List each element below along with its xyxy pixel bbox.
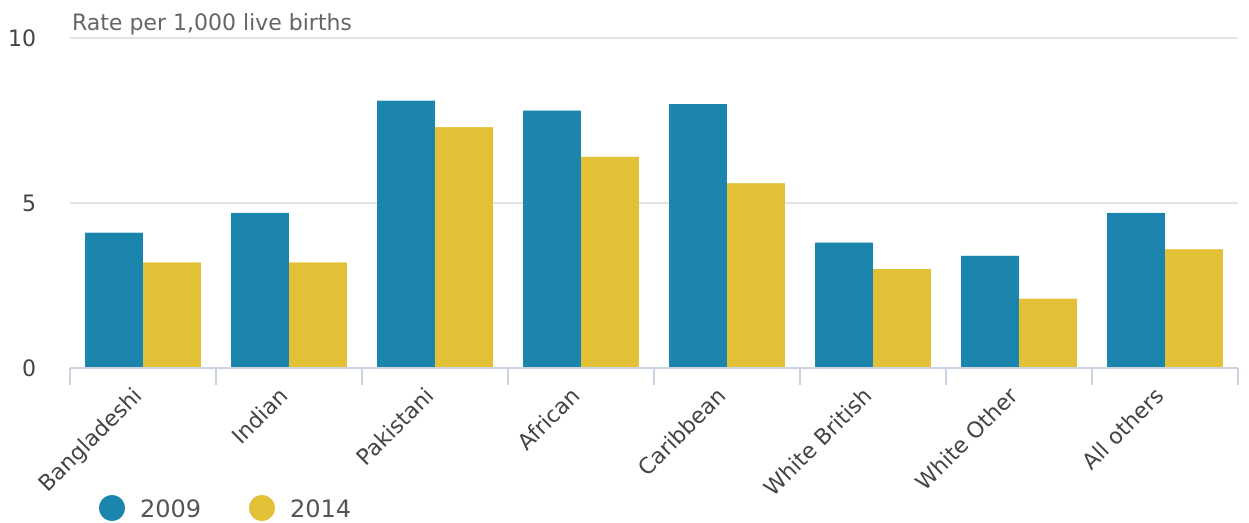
x-tick-label: White Other (911, 383, 1024, 496)
x-tick-label: Pakistani (352, 384, 439, 471)
bar-2009-all-others (1107, 212, 1165, 368)
bar-2014-caribbean (727, 183, 785, 368)
bar-2009-african (523, 110, 581, 368)
legend-label-2009[interactable]: 2009 (140, 495, 201, 523)
x-tick-label: All others (1078, 384, 1169, 475)
x-tick-label: African (513, 384, 585, 456)
gridlines (70, 37, 1238, 204)
legend: 2009 2014 (99, 495, 351, 523)
bar-2014-african (581, 156, 639, 368)
bar-2014-indian (289, 262, 347, 368)
y-tick-label: 10 (8, 27, 36, 52)
legend-swatch-2009 (99, 495, 125, 521)
x-tick-label: White British (760, 384, 878, 502)
legend-swatch-2014 (249, 495, 275, 521)
bar-2009-white-british (815, 242, 873, 368)
x-tick-label: Bangladeshi (34, 384, 147, 497)
bar-2014-all-others (1165, 249, 1223, 368)
bar-2009-white-other (961, 255, 1019, 368)
bar-2014-white-british (873, 269, 931, 368)
x-axis-tick-labels: Bangladeshi Indian Pakistani African Caribbe… (34, 383, 1169, 501)
legend-label-2014[interactable]: 2014 (290, 495, 351, 523)
bar-2009-indian (231, 212, 289, 368)
bar-2014-bangladeshi (143, 262, 201, 368)
x-axis (69, 367, 1239, 385)
y-tick-label: 0 (22, 357, 36, 382)
bar-2009-bangladeshi (85, 232, 143, 368)
x-tick-label: Caribbean (634, 384, 732, 482)
bar-2014-pakistani (435, 127, 493, 368)
y-axis-ticks: 0 5 10 (8, 27, 36, 382)
bar-2014-white-other (1019, 298, 1077, 368)
y-axis-label: Rate per 1,000 live births (72, 11, 352, 36)
bar-2009-caribbean (669, 104, 727, 368)
x-tick-label: Indian (228, 384, 294, 450)
y-tick-label: 5 (22, 192, 36, 217)
bars (85, 100, 1223, 368)
bar-2009-pakistani (377, 100, 435, 368)
